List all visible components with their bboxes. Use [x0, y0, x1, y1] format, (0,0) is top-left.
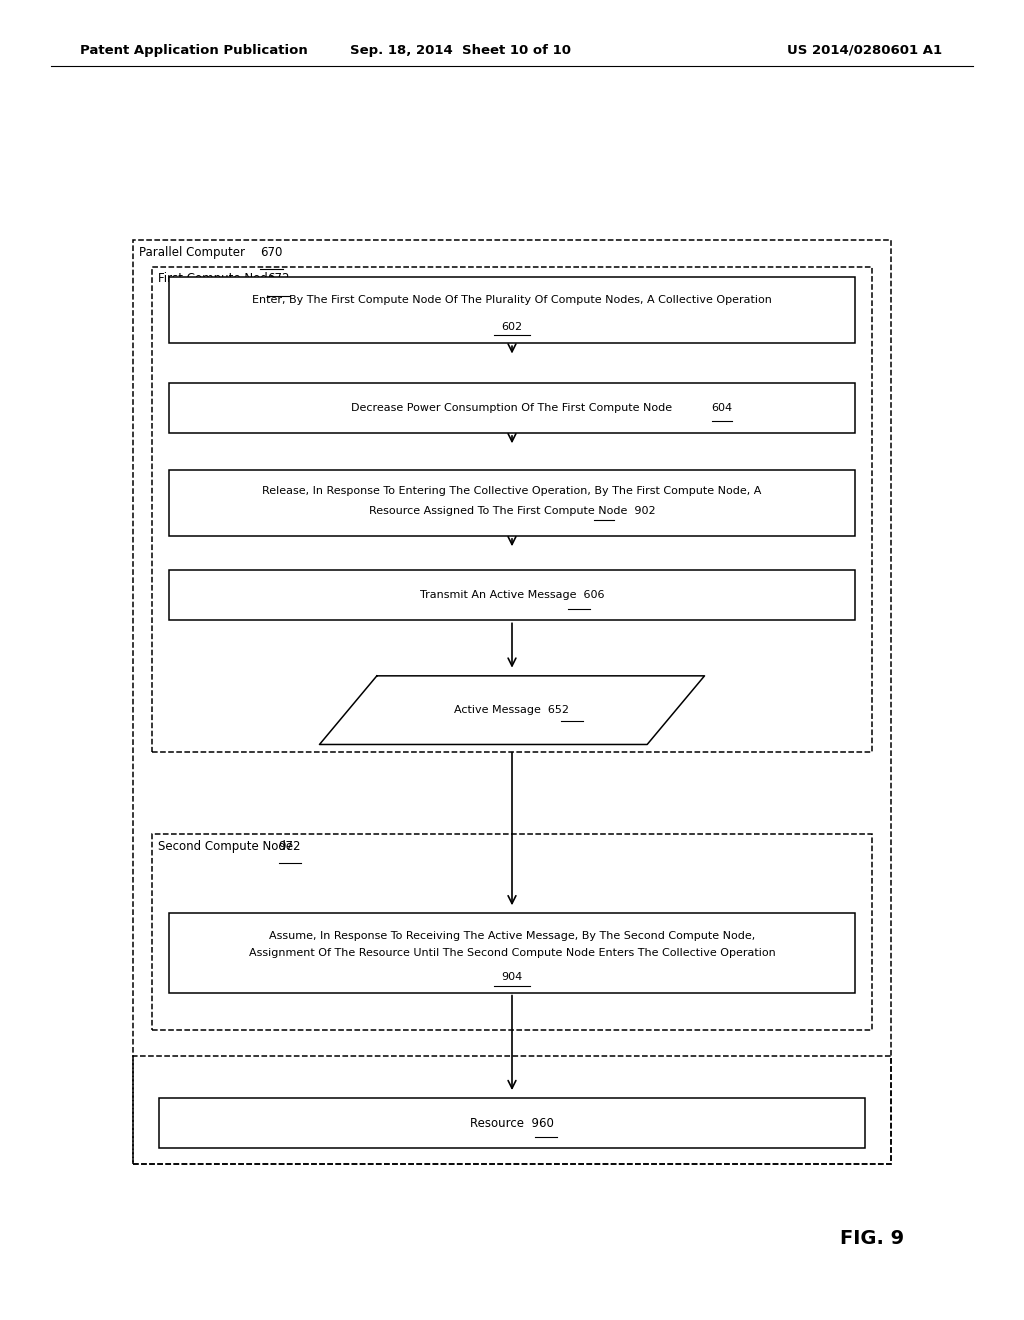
Text: Active Message  652: Active Message 652	[455, 705, 569, 715]
Polygon shape	[169, 570, 855, 620]
Text: Decrease Power Consumption Of The First Compute Node: Decrease Power Consumption Of The First …	[351, 403, 673, 413]
Text: 972: 972	[279, 840, 301, 853]
Text: Patent Application Publication: Patent Application Publication	[80, 44, 307, 57]
Text: Transmit An Active Message  606: Transmit An Active Message 606	[420, 590, 604, 601]
Polygon shape	[169, 277, 855, 343]
Text: 904: 904	[502, 972, 522, 982]
Text: First Compute Node: First Compute Node	[158, 272, 279, 285]
Text: Resource  960: Resource 960	[470, 1117, 554, 1130]
Text: FIG. 9: FIG. 9	[840, 1229, 904, 1247]
Polygon shape	[169, 470, 855, 536]
Text: Assume, In Response To Receiving The Active Message, By The Second Compute Node,: Assume, In Response To Receiving The Act…	[269, 931, 755, 941]
Text: Second Compute Node: Second Compute Node	[158, 840, 297, 853]
Text: 602: 602	[502, 322, 522, 331]
Text: Parallel Computer: Parallel Computer	[139, 246, 253, 259]
Text: Enter, By The First Compute Node Of The Plurality Of Compute Nodes, A Collective: Enter, By The First Compute Node Of The …	[252, 296, 772, 305]
Text: 670: 670	[260, 246, 283, 259]
Text: 672: 672	[267, 272, 290, 285]
Text: Release, In Response To Entering The Collective Operation, By The First Compute : Release, In Response To Entering The Col…	[262, 486, 762, 496]
Polygon shape	[319, 676, 705, 744]
Polygon shape	[169, 383, 855, 433]
Text: Assignment Of The Resource Until The Second Compute Node Enters The Collective O: Assignment Of The Resource Until The Sec…	[249, 948, 775, 958]
Text: US 2014/0280601 A1: US 2014/0280601 A1	[787, 44, 942, 57]
Text: Resource Assigned To The First Compute Node  902: Resource Assigned To The First Compute N…	[369, 506, 655, 516]
Polygon shape	[169, 913, 855, 993]
Text: Sep. 18, 2014  Sheet 10 of 10: Sep. 18, 2014 Sheet 10 of 10	[350, 44, 571, 57]
Polygon shape	[159, 1098, 865, 1148]
Text: 604: 604	[712, 403, 732, 413]
